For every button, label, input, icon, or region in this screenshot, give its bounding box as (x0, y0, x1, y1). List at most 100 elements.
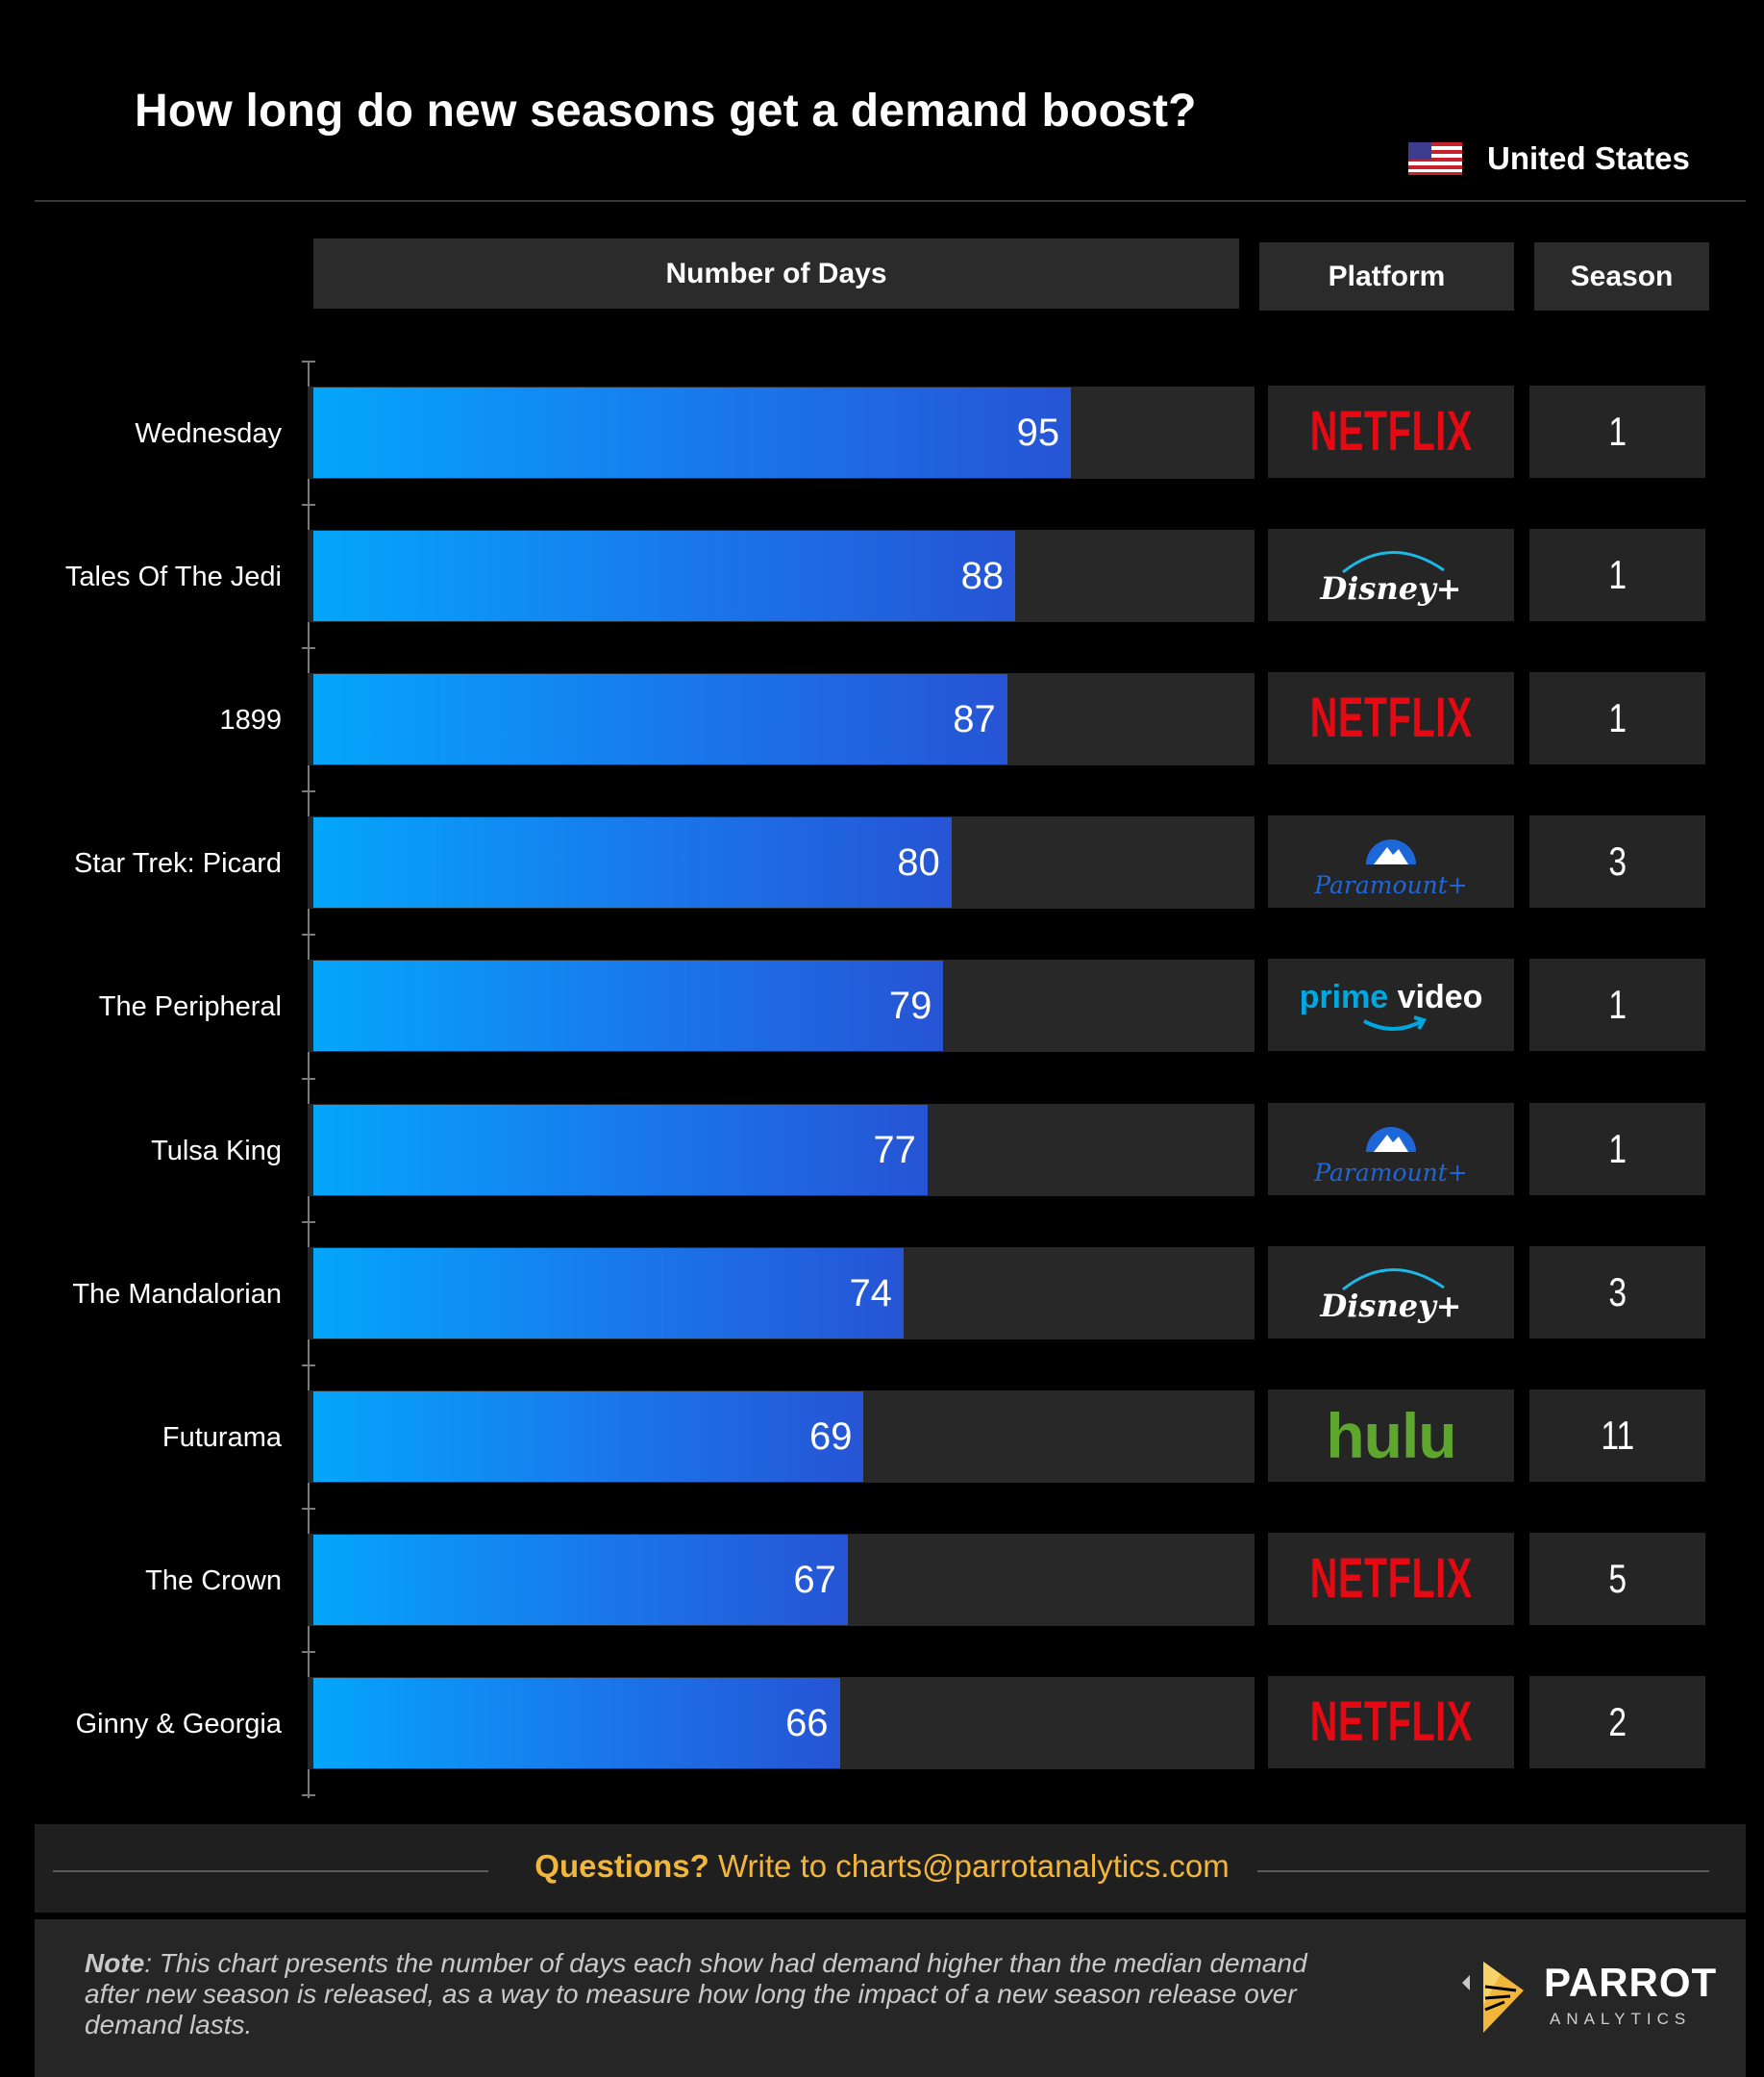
bar-value-label: 95 (1016, 412, 1060, 454)
platform-cell: Disney+ (1268, 1245, 1514, 1339)
bar (313, 961, 944, 1052)
bar-value-label: 79 (888, 985, 932, 1028)
y-axis (308, 362, 310, 1798)
season-cell: 1 (1529, 386, 1705, 478)
parrot-logo-icon (1462, 1962, 1524, 2033)
svg-text:Paramount+: Paramount+ (1313, 871, 1467, 899)
platform-cell: NETFLIX (1268, 1532, 1514, 1625)
questions-line-left (53, 1870, 488, 1872)
hulu-logo: hulu (1326, 1399, 1456, 1471)
contact-email[interactable]: Write to charts@parrotanalytics.com (708, 1848, 1230, 1884)
platform-cell: Paramount+ (1268, 815, 1514, 909)
questions-line-right (1257, 1870, 1709, 1872)
season-value: 1 (1608, 552, 1627, 598)
axis-tick (302, 1794, 315, 1796)
platform-cell: NETFLIX (1268, 386, 1514, 478)
questions-label: Questions? (534, 1848, 709, 1884)
paramount-plus-logo: Paramount+ (1313, 1126, 1468, 1187)
season-cell: 5 (1529, 1532, 1705, 1625)
chart-title: How long do new seasons get a demand boo… (135, 86, 1197, 137)
us-flag-icon (1408, 142, 1462, 175)
season-value: 3 (1608, 1268, 1627, 1314)
note: Note: This chart presents the number of … (85, 1948, 1363, 2040)
netflix-logo: NETFLIX (1309, 687, 1473, 750)
bar-value-label: 74 (849, 1271, 892, 1314)
region-label: United States (1487, 140, 1690, 176)
note-band (35, 1919, 1746, 2077)
category-label: The Peripheral (98, 991, 282, 1023)
axis-tick (302, 790, 315, 793)
category-label: The Mandalorian (72, 1278, 282, 1310)
netflix-logo: NETFLIX (1309, 1689, 1473, 1753)
season-cell: 3 (1529, 1245, 1705, 1339)
bar (313, 674, 1007, 765)
season-cell: 11 (1529, 1389, 1705, 1482)
season-value: 1 (1608, 1125, 1627, 1171)
category-label: Tulsa King (151, 1135, 282, 1166)
category-label: Star Trek: Picard (74, 848, 282, 880)
axis-tick (302, 1077, 315, 1080)
season-value: 1 (1608, 409, 1627, 454)
paramount-plus-logo: Paramount+ (1313, 839, 1468, 899)
platform-cell: hulu (1268, 1389, 1514, 1482)
axis-tick (302, 1650, 315, 1653)
bar (313, 1677, 840, 1768)
axis-tick (302, 647, 315, 650)
category-label: 1899 (219, 705, 282, 737)
bar-value-label: 87 (953, 698, 996, 741)
season-value: 3 (1608, 838, 1627, 885)
bar-value-label: 66 (785, 1701, 829, 1744)
category-label: Wednesday (135, 418, 282, 449)
bar-value-label: 69 (808, 1414, 853, 1458)
bar-value-label: 80 (897, 841, 940, 885)
category-label: Futurama (161, 1421, 282, 1453)
netflix-logo: NETFLIX (1309, 400, 1473, 463)
bar (313, 1534, 848, 1625)
season-cell: 1 (1529, 672, 1705, 765)
season-value: 2 (1608, 1698, 1627, 1744)
season-cell: 1 (1529, 1102, 1705, 1195)
header-days: Number of Days (313, 238, 1239, 309)
bar (313, 531, 1016, 622)
questions-text: Questions? Write to charts@parrotanalyti… (0, 1848, 1764, 1885)
svg-text:prime video: prime video (1300, 979, 1483, 1015)
season-value: 5 (1608, 1555, 1627, 1601)
bar (313, 1390, 864, 1482)
bar (313, 817, 952, 909)
disney-plus-logo: Disney+ (1320, 551, 1462, 607)
svg-text:Disney+: Disney+ (1320, 570, 1462, 607)
axis-tick (302, 1220, 315, 1223)
header-platform: Platform (1259, 242, 1514, 311)
season-value: 11 (1601, 1412, 1634, 1458)
svg-text:Disney+: Disney+ (1320, 1288, 1462, 1324)
questions-band (35, 1824, 1746, 1913)
bar-value-label: 67 (793, 1558, 836, 1601)
platform-cell: NETFLIX (1268, 672, 1514, 765)
platform-cell: Disney+ (1268, 529, 1514, 622)
note-label: Note (85, 1948, 145, 1978)
season-cell: 1 (1529, 529, 1705, 622)
season-value: 1 (1608, 982, 1627, 1028)
axis-tick (302, 361, 315, 363)
axis-tick (302, 1507, 315, 1510)
season-cell: 1 (1529, 959, 1705, 1052)
note-text: : This chart presents the number of days… (85, 1948, 1307, 2039)
season-cell: 2 (1529, 1675, 1705, 1768)
bar-value-label: 88 (960, 555, 1005, 598)
platform-cell: prime video (1268, 959, 1514, 1052)
disney-plus-logo: Disney+ (1320, 1267, 1462, 1324)
netflix-logo: NETFLIX (1309, 1546, 1473, 1610)
bar (313, 388, 1072, 478)
category-label: The Crown (145, 1564, 282, 1596)
svg-text:Paramount+: Paramount+ (1313, 1159, 1467, 1187)
bar (313, 1247, 904, 1339)
axis-tick (302, 504, 315, 507)
season-value: 1 (1608, 695, 1627, 741)
brand-name: PARROT (1544, 1960, 1718, 2005)
axis-tick (302, 934, 315, 937)
bar-value-label: 77 (873, 1128, 916, 1171)
header-season: Season (1534, 242, 1709, 311)
category-label: Ginny & Georgia (75, 1708, 282, 1739)
brand-sub: ANALYTICS (1550, 2010, 1692, 2028)
category-label: Tales Of The Jedi (64, 562, 282, 593)
